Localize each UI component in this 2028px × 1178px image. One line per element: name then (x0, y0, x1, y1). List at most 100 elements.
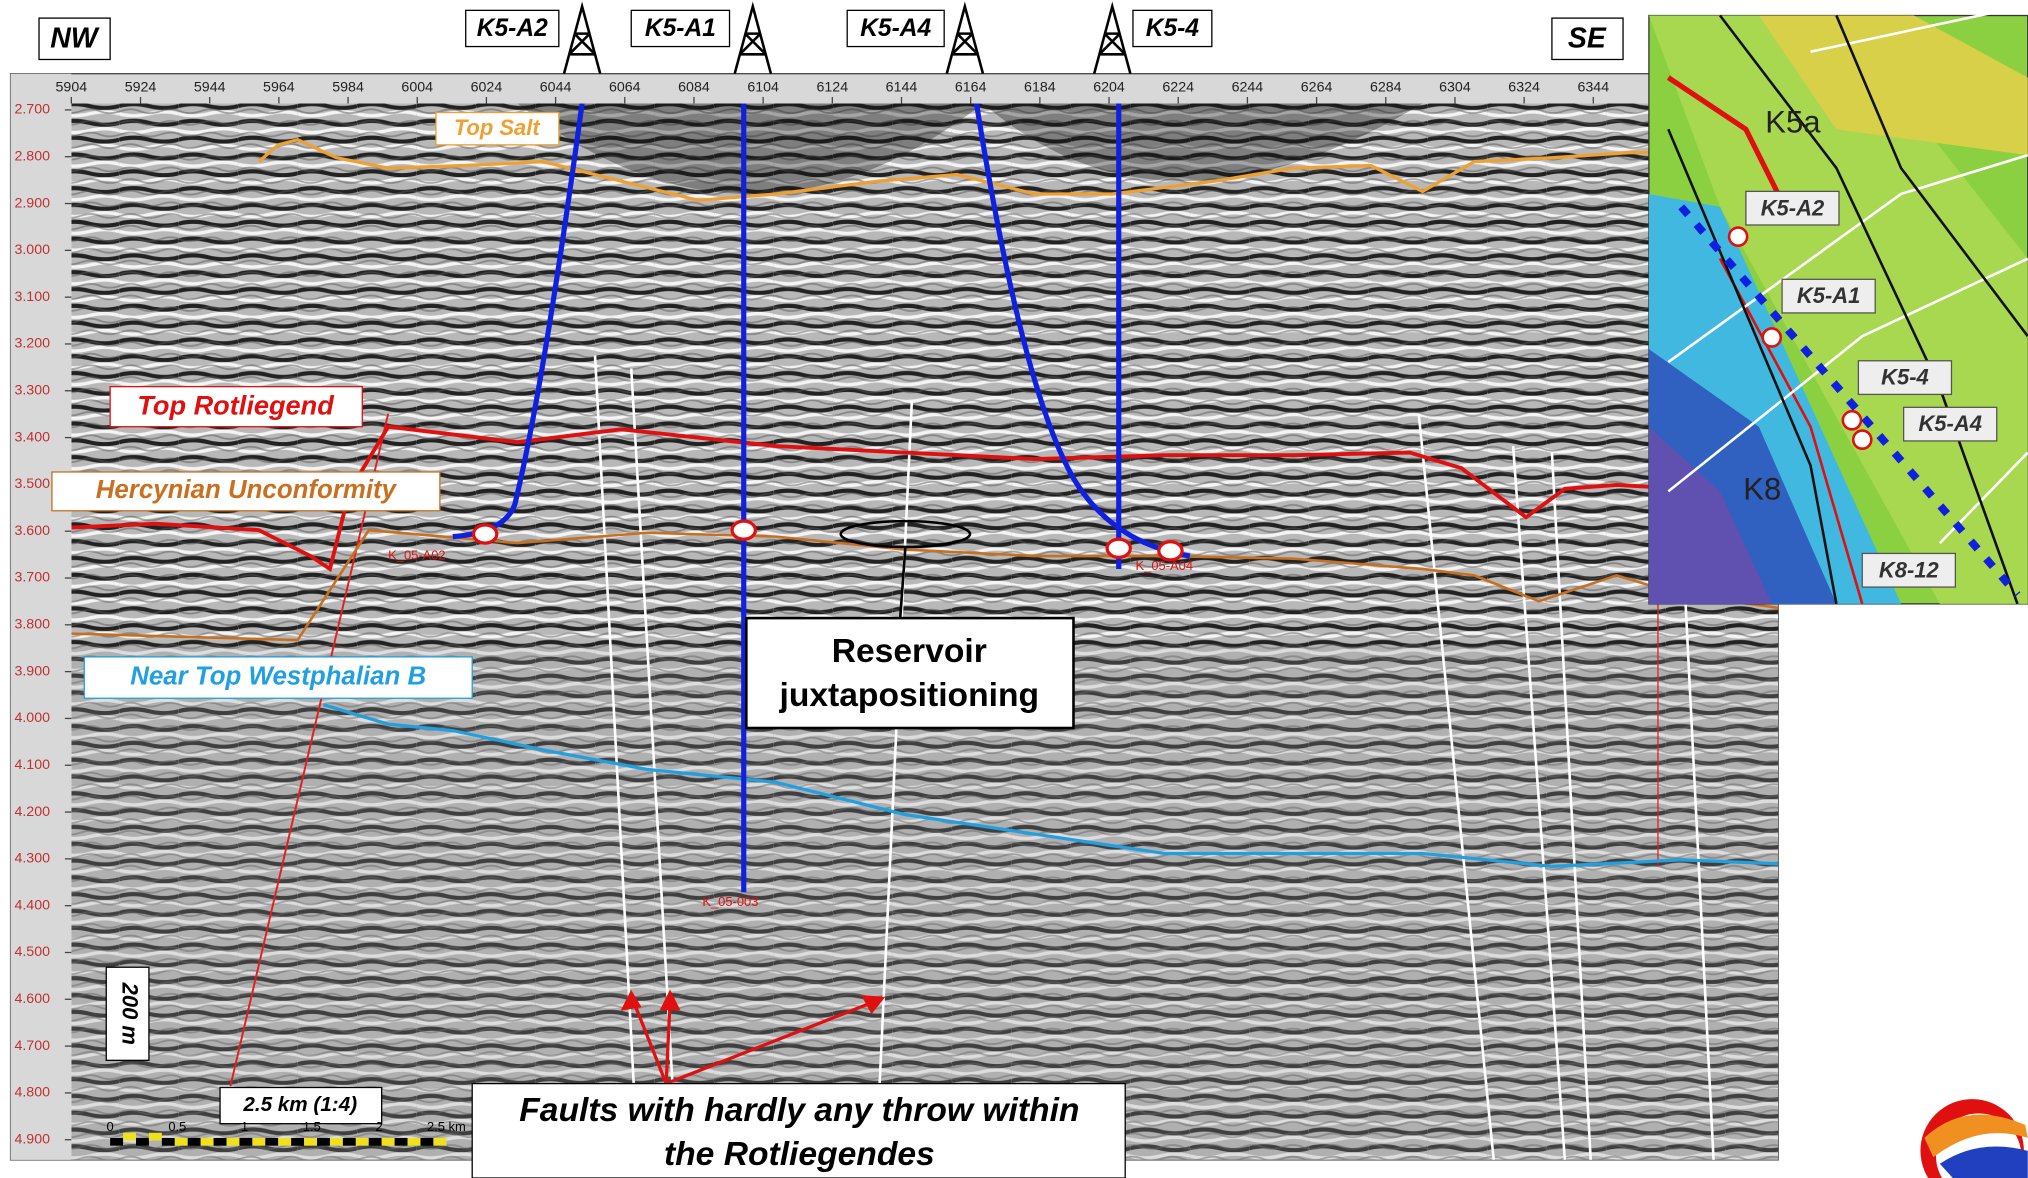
bar-seg (201, 1138, 214, 1146)
bar-seg (265, 1138, 278, 1146)
bar-seg (330, 1138, 343, 1146)
horizon-label: Top Rotliegend (137, 389, 335, 420)
bar-seg (343, 1138, 356, 1146)
bar-seg (408, 1138, 421, 1146)
depth-label: 2.700 (14, 102, 50, 118)
trace-label: 6204 (1093, 80, 1125, 96)
depth-label: 2.800 (14, 148, 50, 164)
logo (1920, 1099, 2027, 1178)
derrick (947, 6, 983, 73)
depth-label: 3.300 (14, 383, 50, 399)
annotation: juxtapositioning (778, 677, 1039, 714)
depth-label: 4.300 (14, 851, 50, 867)
depth-label: 4.700 (14, 1038, 50, 1054)
map-well-label: K5-A1 (1797, 283, 1860, 308)
well-label: K5-A2 (477, 15, 548, 42)
map-well-label: K8-12 (1879, 557, 1939, 582)
well-tag: K_05-A04 (1136, 558, 1193, 573)
annotation: the Rotliegendes (664, 1136, 935, 1173)
depth-label: 4.600 (14, 991, 50, 1007)
trace-label: 6084 (678, 80, 710, 96)
map-well-label: K5-A4 (1918, 411, 1981, 436)
trace-label: 6284 (1370, 80, 1402, 96)
trace-label: 6344 (1577, 80, 1609, 96)
trace-label: 6324 (1508, 80, 1540, 96)
trace-label: 6244 (1232, 80, 1264, 96)
bar-seg (433, 1138, 446, 1146)
horizon-label: Hercynian Unconformity (96, 476, 398, 504)
bar-seg (369, 1138, 382, 1146)
well-label: K5-A4 (860, 15, 931, 42)
depth-label: 3.200 (14, 336, 50, 352)
bar-seg (278, 1138, 291, 1146)
map-well-label: K5-4 (1881, 365, 1929, 390)
bar-seg (395, 1138, 408, 1146)
trace-label: 6304 (1439, 80, 1471, 96)
trace-label: 6104 (747, 80, 779, 96)
vertical-scale: 200 m (117, 982, 142, 1045)
depth-label: 4.200 (14, 804, 50, 820)
bar-seg (175, 1138, 188, 1146)
bar-seg (162, 1138, 175, 1146)
bar-tick: 2.5 km (427, 1119, 466, 1134)
bar-seg (110, 1138, 123, 1146)
bar-seg (214, 1138, 227, 1146)
trace-label: 6224 (1162, 80, 1194, 96)
trace-label: 6144 (886, 80, 918, 96)
bar-seg (382, 1138, 395, 1146)
annotation: Reservoir (832, 633, 987, 670)
bar-tick: 0.5 (168, 1119, 186, 1134)
derrick (564, 6, 600, 73)
trace-label: 5964 (263, 80, 295, 96)
bar-seg (239, 1138, 252, 1146)
depth-label: 3.400 (14, 429, 50, 445)
trace-label: 6044 (540, 80, 572, 96)
trace-label: 6024 (471, 80, 503, 96)
well-label: K5-A1 (645, 15, 716, 42)
bar-seg (227, 1138, 240, 1146)
depth-label: 3.000 (14, 242, 50, 258)
depth-label: 3.600 (14, 523, 50, 539)
trace-label: 5944 (194, 80, 226, 96)
bar-tick: 1 (241, 1119, 248, 1134)
depth-label: 3.700 (14, 570, 50, 586)
trace-label: 6164 (955, 80, 987, 96)
trace-label: 6124 (817, 80, 849, 96)
bar-seg (317, 1138, 330, 1146)
trace-label: 6184 (1024, 80, 1056, 96)
annotation: Faults with hardly any throw within (519, 1092, 1079, 1129)
bar-seg (188, 1138, 201, 1146)
horizon-label: Top Salt (454, 115, 542, 140)
derrick (1094, 6, 1130, 73)
map-block: K5a (1765, 104, 1821, 139)
depth-label: 2.900 (14, 195, 50, 211)
bar-tick: 1.5 (303, 1119, 321, 1134)
depth-label: 4.900 (14, 1131, 50, 1147)
bar-tick: 0 (107, 1119, 114, 1134)
well-tag: K_05-003 (702, 894, 758, 909)
derricks: K5-A2 K5-A1 K5-A4 K5-4 (466, 6, 1212, 73)
horizon-label: Near Top Westphalian B (130, 662, 426, 690)
depth-label: 3.800 (14, 617, 50, 633)
well-label: K5-4 (1146, 15, 1200, 42)
direction: NW (50, 23, 100, 55)
trace-label: 5904 (56, 80, 88, 96)
map-well-label: K5-A2 (1761, 195, 1824, 220)
depth-label: 3.500 (14, 476, 50, 492)
bar-seg (136, 1138, 149, 1146)
bar-seg (252, 1138, 265, 1146)
depth-label: 3.900 (14, 663, 50, 679)
bar-seg (356, 1138, 369, 1146)
bar-tick: 2 (376, 1119, 383, 1134)
bar-seg (304, 1138, 317, 1146)
depth-label: 4.500 (14, 944, 50, 960)
depth-label: 4.000 (14, 710, 50, 726)
bar-seg (291, 1138, 304, 1146)
depth-label: 4.400 (14, 897, 50, 913)
derrick (735, 6, 771, 73)
trace-label: 5984 (332, 80, 364, 96)
trace-label: 5924 (125, 80, 157, 96)
well-tag: K_05-A02 (388, 547, 445, 562)
bar-seg (420, 1138, 433, 1146)
bar-seg (123, 1133, 136, 1141)
